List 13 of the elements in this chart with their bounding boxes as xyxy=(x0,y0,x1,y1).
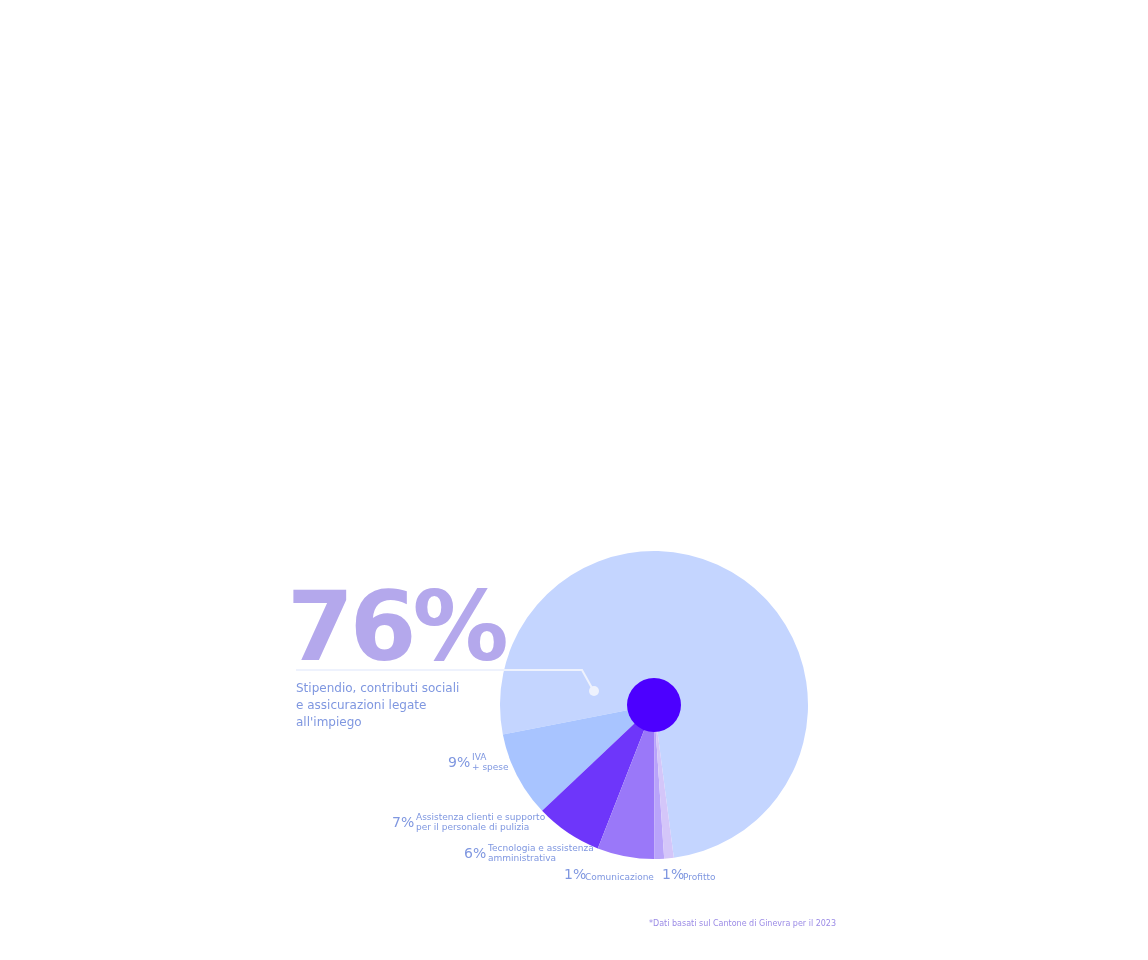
slice-label: Profitto xyxy=(683,872,716,882)
slice-label: IVA + spese xyxy=(472,752,510,772)
data-label: 1% xyxy=(662,866,685,882)
data-label: 6% xyxy=(464,845,487,861)
data-label: 7% xyxy=(392,814,415,830)
data-label: 1% xyxy=(564,866,587,882)
data-label: 76% xyxy=(287,571,507,683)
text: *Dati basati sul Cantone di Ginevra per il 2023 xyxy=(649,919,836,928)
slice-label: Assistenza clienti e supporto per il personale di pulizia xyxy=(416,812,546,832)
slice-label: Tecnologia e assistenza amministrativa xyxy=(487,843,594,863)
slice-label: Stipendio, contributi sociali e assicurazioni legate all'impiego xyxy=(296,681,460,729)
slice-label: Comunicazione xyxy=(585,872,655,882)
data-label: 9% xyxy=(448,754,471,770)
